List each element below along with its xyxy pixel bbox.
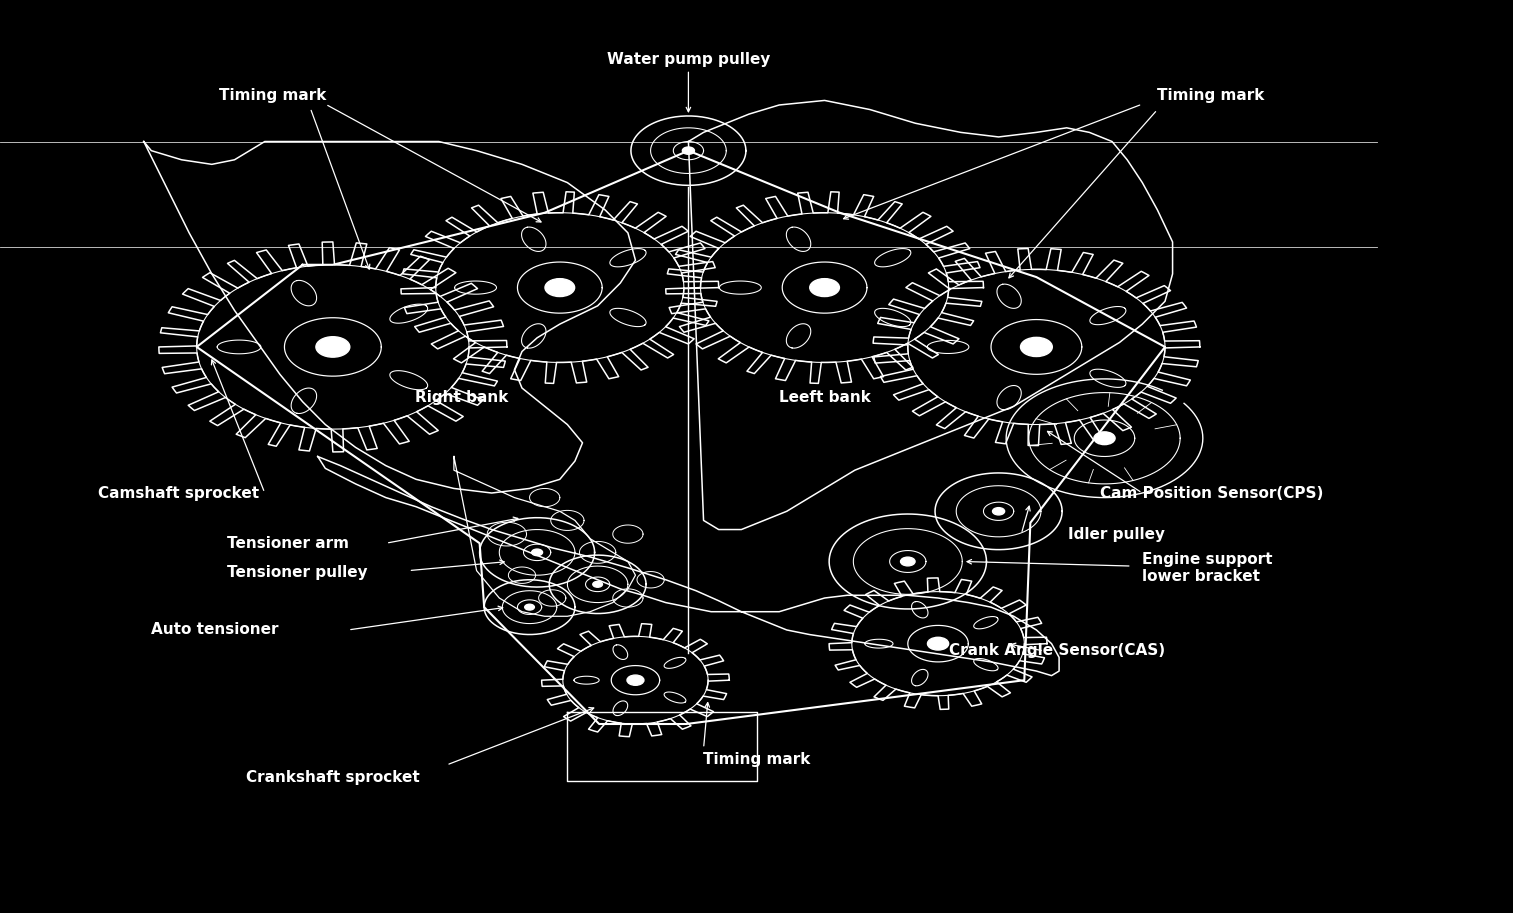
Text: Tensioner pulley: Tensioner pulley [227,565,368,580]
Text: Camshaft sprocket: Camshaft sprocket [98,486,259,500]
Text: Timing mark: Timing mark [704,752,809,767]
Text: Crank Angle Sensor(CAS): Crank Angle Sensor(CAS) [949,644,1165,658]
Circle shape [531,549,543,556]
Text: Leeft bank: Leeft bank [779,390,870,404]
Text: Cam Position Sensor(CPS): Cam Position Sensor(CPS) [1100,486,1324,500]
Text: Timing mark: Timing mark [1157,89,1263,103]
Circle shape [900,557,915,566]
Circle shape [809,278,840,297]
Circle shape [1094,432,1115,445]
Text: Timing mark: Timing mark [219,89,325,103]
Circle shape [927,637,949,650]
Circle shape [993,508,1005,515]
Circle shape [525,604,534,610]
Circle shape [682,147,694,154]
Circle shape [593,582,602,587]
Circle shape [626,675,645,686]
Text: Right bank: Right bank [415,390,508,404]
Text: Tensioner arm: Tensioner arm [227,536,350,551]
Circle shape [545,278,575,297]
Text: Water pump pulley: Water pump pulley [607,52,770,67]
Circle shape [316,337,350,357]
Text: Idler pulley: Idler pulley [1068,527,1165,541]
Circle shape [1020,338,1053,357]
Text: Auto tensioner: Auto tensioner [151,623,278,637]
Text: Engine support
lower bracket: Engine support lower bracket [1142,551,1272,584]
Text: Crankshaft sprocket: Crankshaft sprocket [247,771,419,785]
